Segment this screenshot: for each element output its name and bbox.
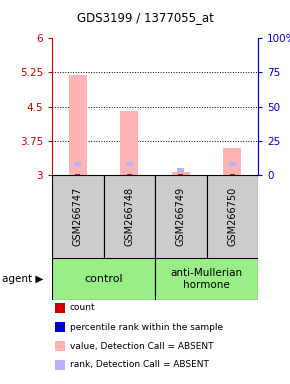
Bar: [229, 162, 235, 166]
Bar: [230, 174, 235, 176]
Text: GSM266749: GSM266749: [176, 187, 186, 246]
Bar: [52, 258, 155, 300]
Bar: [126, 162, 133, 166]
Text: agent ▶: agent ▶: [2, 274, 44, 284]
Bar: [69, 75, 87, 175]
Bar: [206, 175, 258, 258]
Text: value, Detection Call = ABSENT: value, Detection Call = ABSENT: [70, 341, 213, 351]
Text: GDS3199 / 1377055_at: GDS3199 / 1377055_at: [77, 12, 213, 25]
Text: GSM266750: GSM266750: [227, 187, 237, 246]
Text: GSM266747: GSM266747: [73, 187, 83, 246]
Text: percentile rank within the sample: percentile rank within the sample: [70, 323, 223, 331]
Bar: [75, 174, 80, 176]
Bar: [155, 258, 258, 300]
Bar: [155, 175, 206, 258]
Text: count: count: [70, 303, 96, 313]
Bar: [75, 162, 81, 166]
Bar: [104, 175, 155, 258]
Text: anti-Mullerian
hormone: anti-Mullerian hormone: [171, 268, 242, 290]
Text: GSM266748: GSM266748: [124, 187, 134, 246]
Bar: [52, 175, 104, 258]
Bar: [177, 168, 184, 172]
Bar: [172, 172, 190, 175]
Bar: [223, 147, 241, 175]
Bar: [127, 174, 132, 176]
Text: control: control: [84, 274, 123, 284]
Text: rank, Detection Call = ABSENT: rank, Detection Call = ABSENT: [70, 361, 209, 369]
Bar: [120, 111, 138, 175]
Bar: [178, 174, 183, 176]
